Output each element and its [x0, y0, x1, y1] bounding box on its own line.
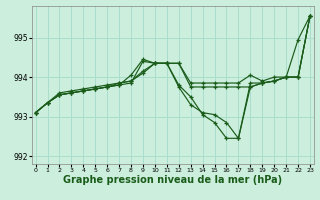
X-axis label: Graphe pression niveau de la mer (hPa): Graphe pression niveau de la mer (hPa): [63, 175, 282, 185]
